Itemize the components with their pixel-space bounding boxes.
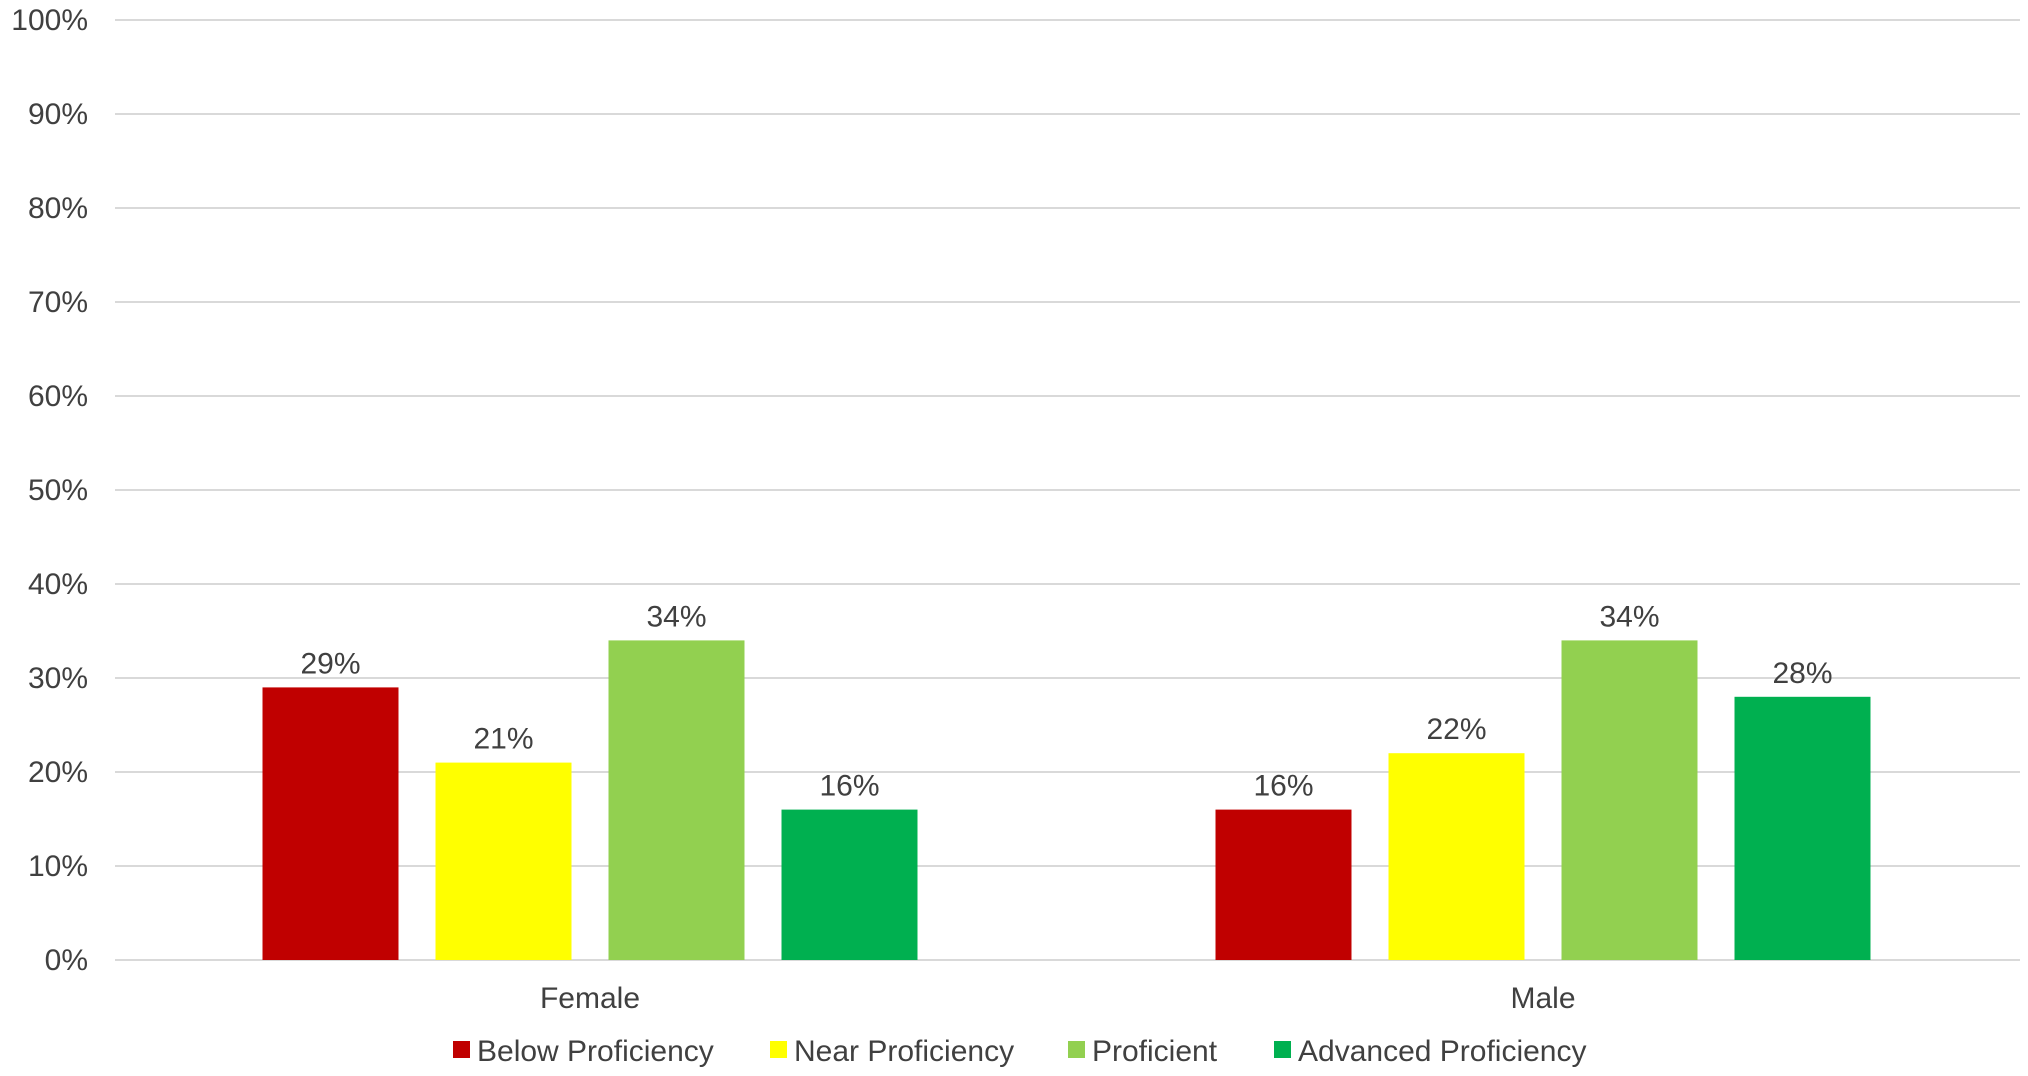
y-tick-label: 50%: [28, 474, 88, 507]
y-tick-label: 20%: [28, 756, 88, 789]
y-tick-label: 40%: [28, 568, 88, 601]
y-tick-label: 0%: [45, 944, 88, 977]
data-labels: 29% 21% 34% 16% 16% 22% 34% 28%: [300, 600, 1832, 802]
legend-swatch: [453, 1041, 470, 1058]
x-axis-category-labels: Female Male: [540, 982, 1576, 1015]
data-label: 21%: [473, 723, 533, 756]
bar-near-proficiency-female: [435, 762, 572, 960]
legend-label: Advanced Proficiency: [1298, 1035, 1587, 1068]
bar-near-proficiency-male: [1388, 753, 1525, 960]
category-label-female: Female: [540, 982, 640, 1015]
legend: Below Proficiency Near Proficiency Profici…: [453, 1035, 1587, 1068]
y-tick-label: 90%: [28, 98, 88, 131]
data-label: 34%: [646, 600, 706, 633]
legend-item-proficient: Proficient: [1068, 1035, 1218, 1068]
data-label: 16%: [1253, 770, 1313, 803]
bar-advanced-proficiency-female: [781, 809, 918, 960]
bar-below-proficiency-male: [1215, 809, 1352, 960]
bar-proficient-male: [1561, 640, 1698, 960]
y-tick-label: 30%: [28, 662, 88, 695]
legend-item-advanced-proficiency: Advanced Proficiency: [1274, 1035, 1587, 1068]
y-tick-label: 60%: [28, 380, 88, 413]
data-label: 16%: [819, 770, 879, 803]
data-label: 34%: [1599, 600, 1659, 633]
data-label: 22%: [1426, 713, 1486, 746]
y-tick-label: 100%: [11, 4, 88, 37]
gridlines: [115, 19, 2020, 961]
category-label-male: Male: [1510, 982, 1575, 1015]
data-label: 28%: [1772, 657, 1832, 690]
legend-label: Near Proficiency: [794, 1035, 1014, 1068]
legend-label: Proficient: [1092, 1035, 1218, 1068]
legend-swatch: [1274, 1041, 1291, 1058]
legend-swatch: [1068, 1041, 1085, 1058]
bar-below-proficiency-female: [262, 687, 399, 960]
legend-item-near-proficiency: Near Proficiency: [770, 1035, 1014, 1068]
legend-label: Below Proficiency: [477, 1035, 714, 1068]
bar-advanced-proficiency-male: [1734, 696, 1871, 960]
legend-swatch: [770, 1041, 787, 1058]
legend-item-below-proficiency: Below Proficiency: [453, 1035, 714, 1068]
y-tick-label: 70%: [28, 286, 88, 319]
y-tick-label: 10%: [28, 850, 88, 883]
bar-proficient-female: [608, 640, 745, 960]
data-label: 29%: [300, 647, 360, 680]
y-tick-label: 80%: [28, 192, 88, 225]
y-axis-tick-labels: 0% 10% 20% 30% 40% 50% 60% 70% 80% 90% 100%: [11, 4, 88, 977]
bars: [262, 640, 1871, 960]
